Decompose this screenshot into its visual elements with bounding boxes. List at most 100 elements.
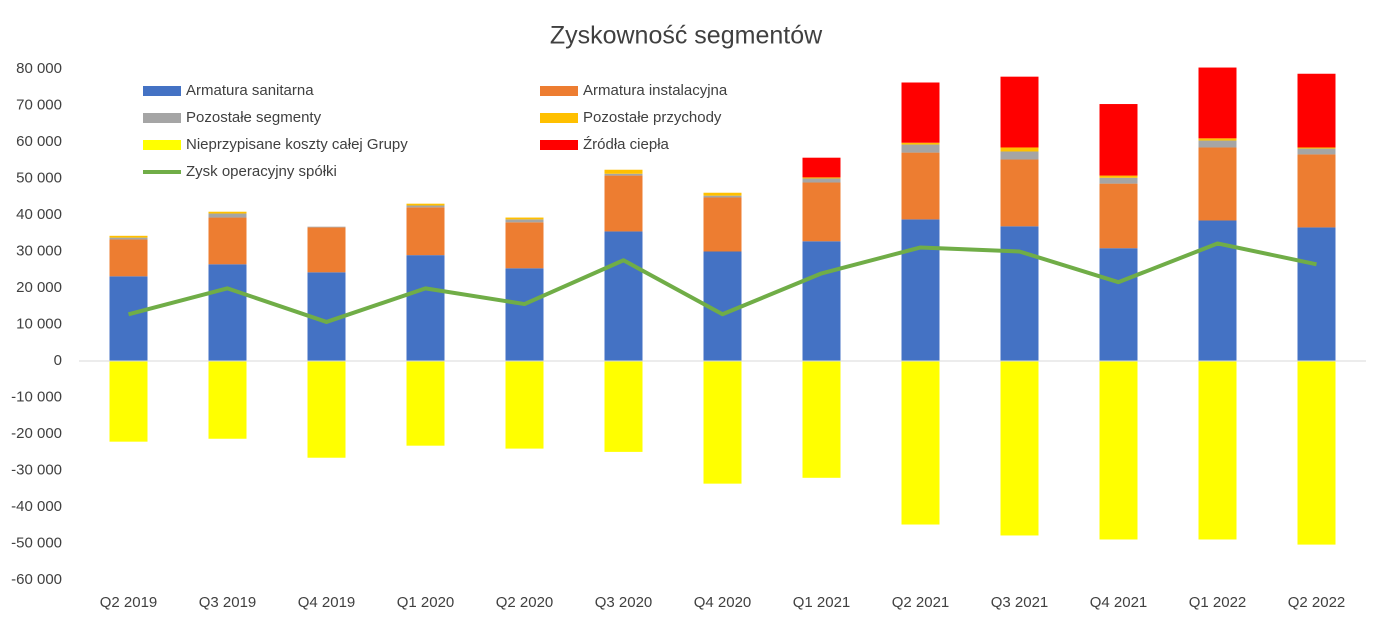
y-tick-label: -20 000: [11, 425, 62, 442]
y-tick-label: -10 000: [11, 388, 62, 405]
legend-label: Pozostałe przychody: [583, 109, 722, 126]
chart-title: Zyskowność segmentów: [550, 22, 823, 50]
bar-segment: [802, 182, 841, 242]
bar-segment: [1099, 175, 1138, 178]
bar-segment: [1000, 226, 1039, 361]
bar-segment: [208, 213, 247, 218]
bar-segment: [1099, 104, 1138, 176]
bar-segment: [604, 169, 643, 174]
bar-segment: [1198, 140, 1237, 148]
bar-segment: [1000, 159, 1039, 227]
legend-swatch: [540, 86, 578, 96]
bar-segment: [1099, 177, 1138, 184]
bar-segment: [406, 361, 445, 446]
bar-segment: [208, 211, 247, 214]
x-tick-label: Q2 2021: [892, 594, 950, 611]
bar-segment: [901, 144, 940, 153]
legend-label: Armatura instalacyjna: [583, 82, 728, 99]
x-tick-label: Q1 2021: [793, 594, 851, 611]
bar-segment: [901, 361, 940, 525]
bar-segment: [505, 268, 544, 361]
legend-swatch: [143, 86, 181, 96]
bar-segment: [604, 173, 643, 176]
x-tick-label: Q4 2020: [694, 594, 752, 611]
bar-segment: [1000, 147, 1039, 152]
bar-segment: [802, 241, 841, 361]
bar-segment: [406, 255, 445, 361]
legend-swatch: [540, 113, 578, 123]
bar-segment: [109, 237, 148, 240]
bar-segment: [505, 361, 544, 449]
bar-segment: [802, 361, 841, 478]
legend-swatch: [540, 140, 578, 150]
y-tick-label: 50 000: [16, 169, 62, 186]
bar-segment: [1198, 67, 1237, 139]
bar-segment: [109, 361, 148, 442]
bar-segment: [1000, 361, 1039, 536]
bar-segment: [802, 177, 841, 179]
bar-segment: [604, 361, 643, 452]
legend-label: Źródła ciepła: [583, 136, 670, 153]
bar-segment: [307, 226, 346, 228]
bar-segment: [1198, 138, 1237, 141]
bar-segment: [1000, 76, 1039, 148]
x-tick-label: Q2 2020: [496, 594, 554, 611]
bar-segment: [604, 231, 643, 361]
bar-segment: [1297, 73, 1336, 148]
x-tick-label: Q3 2019: [199, 594, 257, 611]
x-tick-label: Q2 2022: [1288, 594, 1346, 611]
bar-segment: [802, 157, 841, 178]
legend-label: Nieprzypisane koszty całej Grupy: [186, 136, 408, 153]
bar-segment: [1099, 248, 1138, 361]
bar-segment: [901, 82, 940, 143]
y-tick-label: 20 000: [16, 279, 62, 296]
legend-label: Zysk operacyjny spółki: [186, 163, 337, 180]
bar-segment: [505, 217, 544, 220]
bar-segment: [901, 142, 940, 145]
legend-label: Pozostałe segmenty: [186, 109, 322, 126]
bar-segment: [505, 219, 544, 223]
x-tick-label: Q2 2019: [100, 594, 158, 611]
bar-segment: [109, 239, 148, 277]
bar-segment: [406, 207, 445, 256]
bar-segment: [1198, 361, 1237, 540]
bar-segment: [307, 227, 346, 273]
x-tick-label: Q4 2019: [298, 594, 356, 611]
y-tick-label: -40 000: [11, 498, 62, 515]
bar-segment: [1099, 183, 1138, 249]
y-tick-label: 0: [54, 352, 62, 369]
y-tick-label: -50 000: [11, 534, 62, 551]
y-tick-label: 30 000: [16, 242, 62, 259]
bar-segment: [208, 217, 247, 265]
bar-segment: [604, 175, 643, 232]
bar-segment: [307, 361, 346, 458]
bar-segment: [802, 178, 841, 183]
x-tick-label: Q3 2020: [595, 594, 653, 611]
y-tick-label: 80 000: [16, 60, 62, 77]
bar-segment: [406, 205, 445, 208]
bar-segment: [1297, 147, 1336, 149]
bar-segment: [109, 276, 148, 361]
legend-label: Armatura sanitarna: [186, 82, 314, 99]
x-tick-label: Q1 2022: [1189, 594, 1247, 611]
bar-segment: [1297, 154, 1336, 228]
bar-segment: [1297, 148, 1336, 155]
bar-segment: [703, 197, 742, 252]
bar-segment: [109, 235, 148, 238]
y-tick-label: 10 000: [16, 315, 62, 332]
x-tick-label: Q3 2021: [991, 594, 1049, 611]
legend-swatch: [143, 113, 181, 123]
y-tick-label: -60 000: [11, 571, 62, 588]
bar-segment: [1000, 151, 1039, 160]
y-tick-label: 60 000: [16, 133, 62, 150]
bar-segment: [1297, 227, 1336, 361]
line-series: [127, 241, 1317, 324]
bar-segment: [703, 192, 742, 196]
bar-segment: [208, 264, 247, 361]
y-tick-label: 70 000: [16, 96, 62, 113]
legend-swatch: [143, 140, 181, 150]
bar-segment: [1198, 147, 1237, 221]
bar-segment: [901, 152, 940, 220]
bar-segment: [208, 361, 247, 439]
